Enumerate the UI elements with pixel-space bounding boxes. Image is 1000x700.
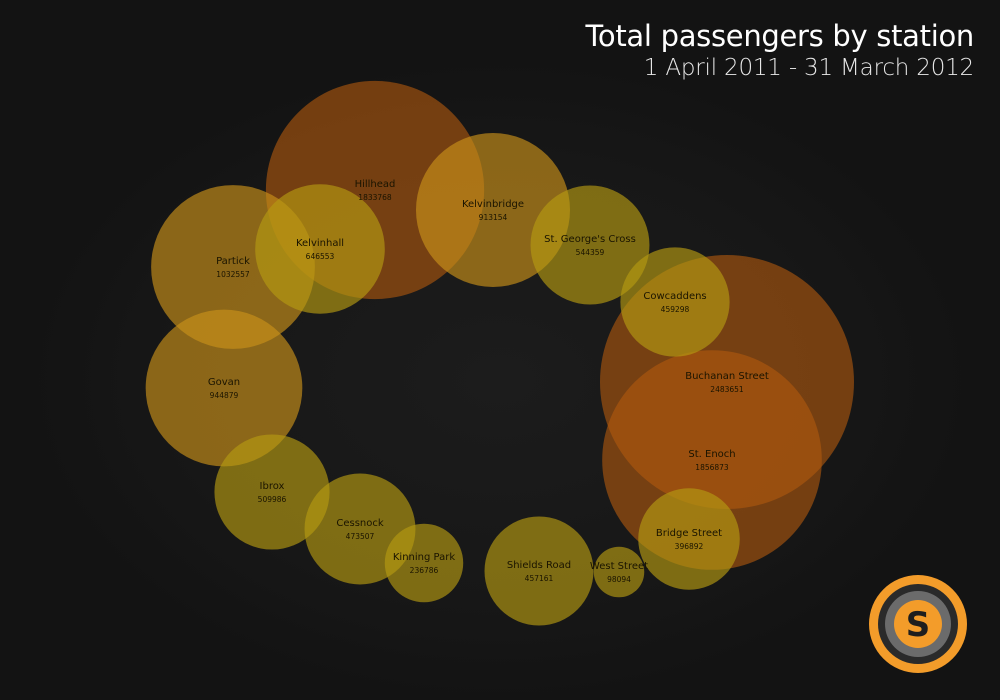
logo-letter: S (906, 605, 931, 645)
label-value-kinning-park: 236786 (410, 566, 439, 575)
label-value-partick: 1032557 (216, 270, 250, 279)
label-value-bridge-street: 396892 (675, 542, 704, 551)
label-name-partick: Partick (216, 256, 250, 267)
label-value-govan: 944879 (210, 391, 239, 400)
label-name-shields-road: Shields Road (507, 560, 571, 571)
label-name-ibrox: Ibrox (260, 481, 285, 492)
label-name-cowcaddens: Cowcaddens (643, 291, 706, 302)
label-name-cessnock: Cessnock (336, 518, 384, 529)
label-value-kelvinbridge: 913154 (479, 213, 508, 222)
label-value-west-street: 98094 (607, 575, 631, 584)
bubble-st-george-s-cross (530, 185, 650, 305)
label-value-ibrox: 509986 (258, 495, 287, 504)
label-value-kelvinhall: 646553 (306, 252, 335, 261)
label-name-hillhead: Hillhead (355, 179, 396, 190)
bubbles-group (145, 80, 854, 626)
bubble-shields-road (484, 516, 594, 626)
labels-group: Hillhead 1833768 Kelvinbridge 913154 St. Geo… (208, 179, 769, 584)
label-name-kelvinhall: Kelvinhall (296, 238, 344, 249)
label-value-shields-road: 457161 (525, 574, 554, 583)
bubble-govan (145, 309, 303, 467)
bubble-ibrox (214, 434, 330, 550)
label-name-kelvinbridge: Kelvinbridge (462, 199, 524, 210)
label-name-west-street: West Street (590, 561, 648, 572)
chart-title: Total passengers by station (585, 19, 974, 53)
label-name-govan: Govan (208, 377, 240, 388)
chart-subtitle: 1 April 2011 - 31 March 2012 (643, 55, 974, 81)
label-value-cessnock: 473507 (346, 532, 375, 541)
label-name-bridge-street: Bridge Street (656, 528, 722, 539)
label-name-buchanan-street: Buchanan Street (685, 371, 769, 382)
logo-inner-disc (894, 600, 942, 648)
label-value-cowcaddens: 459298 (661, 305, 690, 314)
label-value-st-george-s-cross: 544359 (576, 248, 605, 257)
label-name-st-enoch: St. Enoch (688, 449, 735, 460)
label-value-st-enoch: 1856873 (695, 463, 729, 472)
bubble-cowcaddens (620, 247, 730, 357)
bubble-kinning-park (384, 523, 464, 603)
label-name-kinning-park: Kinning Park (393, 552, 455, 563)
label-value-buchanan-street: 2483651 (710, 385, 744, 394)
bubble-kelvinhall (255, 184, 385, 314)
bubble-bridge-street (638, 488, 740, 590)
title-block: Total passengers by station 1 April 2011… (585, 18, 974, 82)
label-value-hillhead: 1833768 (358, 193, 392, 202)
bubble-west-street (593, 546, 645, 598)
label-name-st-george-s-cross: St. George's Cross (544, 234, 636, 245)
